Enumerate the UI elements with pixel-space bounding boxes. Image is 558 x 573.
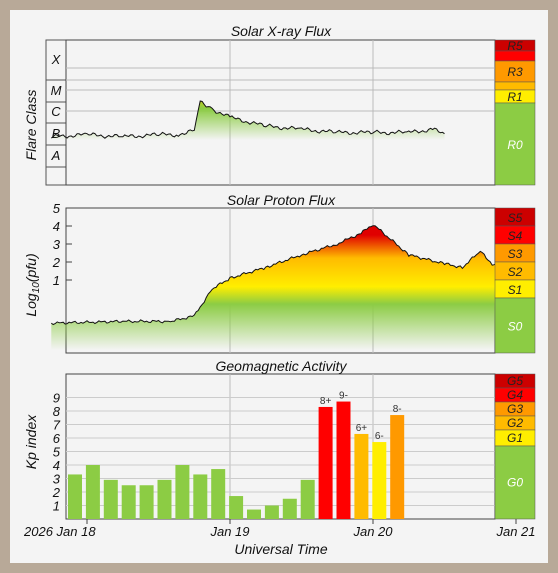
kp-bar bbox=[85, 465, 100, 519]
kp-bar bbox=[354, 433, 369, 519]
s-scale-band bbox=[494, 297, 536, 354]
kp-ylabel: Kp index bbox=[23, 414, 39, 469]
kp-bar bbox=[264, 505, 279, 519]
kp-tick-label: 6 bbox=[53, 431, 61, 446]
xray-gridlines bbox=[66, 40, 495, 185]
xray-r-scale: R5 R3 R1 R0 bbox=[494, 39, 536, 186]
kp-bar bbox=[68, 474, 82, 519]
kp-bars: 8+ 9- 6+ 6- 8- bbox=[68, 391, 405, 519]
kp-bar bbox=[157, 479, 172, 519]
g-scale-band bbox=[494, 445, 536, 520]
kp-bar bbox=[121, 485, 136, 519]
proton-flux-line bbox=[51, 225, 505, 326]
space-weather-chart: Solar X-ray Flux Flare Class ABCMX R5R3R… bbox=[23, 23, 536, 557]
r-scale-band bbox=[494, 102, 536, 186]
s-scale-label-s2: S2 bbox=[508, 265, 523, 279]
s-scale-label-s3: S3 bbox=[508, 247, 523, 261]
kp-tick-label: 4 bbox=[53, 458, 60, 473]
proton-tick-label: 4 bbox=[53, 219, 60, 234]
kp-bar bbox=[103, 479, 118, 519]
proton-tick-label: 1 bbox=[53, 273, 60, 288]
g-scale-label-g4: G4 bbox=[507, 388, 523, 402]
xray-title: Solar X-ray Flux bbox=[231, 23, 332, 39]
time-axis-ticks: 2026 Jan 18 Jan 19 Jan 20 Jan 21 bbox=[23, 519, 536, 539]
g-scale-label-g0: G0 bbox=[507, 476, 523, 490]
proton-ylabel: Log10(pfu) bbox=[23, 253, 42, 316]
kp-plot-area bbox=[65, 373, 496, 520]
space-weather-figure: Solar X-ray Flux Flare Class ABCMX R5R3R… bbox=[10, 10, 548, 563]
kp-bar bbox=[282, 498, 297, 519]
r-scale-label-r1: R1 bbox=[507, 90, 522, 104]
kp-bar bbox=[300, 479, 315, 519]
s-scale-label-s1: S1 bbox=[508, 283, 523, 297]
kp-tick-label: 1 bbox=[53, 499, 60, 514]
proton-s-scale: S5 S4 S3 S2 S1 S0 bbox=[494, 207, 536, 354]
s-scale-label-s4: S4 bbox=[508, 229, 523, 243]
kp-bar bbox=[139, 485, 154, 519]
g-scale-label-g2: G2 bbox=[507, 416, 523, 430]
xray-class-x: X bbox=[51, 52, 62, 67]
kp-gridlines bbox=[66, 374, 495, 519]
kp-bar bbox=[336, 401, 351, 519]
xray-class-b: B bbox=[52, 126, 61, 141]
r-scale-label-r0: R0 bbox=[507, 138, 523, 152]
xray-ylabel: Flare Class bbox=[23, 90, 39, 161]
time-axis-label: Universal Time bbox=[234, 541, 327, 557]
time-tick-label: Jan 20 bbox=[352, 524, 393, 539]
kp-tick-label: 8 bbox=[53, 404, 61, 419]
proton-tick-label: 3 bbox=[53, 237, 61, 252]
kp-bar bbox=[175, 465, 190, 519]
kp-bar bbox=[193, 474, 208, 519]
kp-bar bbox=[247, 509, 261, 519]
kp-bar bbox=[390, 415, 405, 519]
kp-bar bbox=[211, 469, 226, 519]
kp-tick-label: 7 bbox=[53, 418, 61, 433]
proton-tick-label: 5 bbox=[53, 201, 61, 216]
kp-bar-value-label: 8- bbox=[393, 404, 402, 415]
time-tick-label: Jan 19 bbox=[209, 524, 249, 539]
xray-class-c: C bbox=[51, 104, 61, 119]
kp-bar bbox=[318, 406, 333, 519]
kp-tick-label: 2 bbox=[52, 485, 61, 500]
proton-title: Solar Proton Flux bbox=[227, 192, 336, 208]
r-scale-band bbox=[494, 81, 536, 91]
kp-bar-value-label: 6+ bbox=[356, 423, 368, 434]
r-scale-label-r3: R3 bbox=[507, 65, 523, 79]
xray-class-m: M bbox=[51, 83, 62, 98]
xray-flux-line bbox=[51, 100, 445, 139]
time-tick-label: 2026 Jan 18 bbox=[23, 524, 96, 539]
s-scale-label-s5: S5 bbox=[508, 211, 523, 225]
g-scale-label-g1: G1 bbox=[507, 431, 523, 445]
xray-flux-fill bbox=[51, 101, 445, 185]
r-scale-label-r5: R5 bbox=[507, 39, 523, 53]
kp-bar-value-label: 9- bbox=[339, 391, 348, 402]
proton-y-ticks: 1 2 3 4 5 bbox=[52, 201, 72, 288]
proton-tick-label: 2 bbox=[52, 255, 61, 270]
kp-bar bbox=[229, 496, 244, 519]
kp-bar bbox=[372, 442, 387, 519]
kp-bar-value-label: 6- bbox=[375, 431, 384, 442]
kp-tick-label: 3 bbox=[53, 472, 61, 487]
kp-bar-value-label: 8+ bbox=[320, 396, 332, 407]
g-scale-label-g3: G3 bbox=[507, 402, 523, 416]
kp-tick-label: 9 bbox=[53, 391, 60, 406]
r-scale-band bbox=[494, 50, 536, 62]
kp-title: Geomagnetic Activity bbox=[216, 358, 348, 374]
g-scale-label-g5: G5 bbox=[507, 374, 523, 388]
s-scale-label-s0: S0 bbox=[508, 320, 523, 334]
kp-tick-label: 5 bbox=[53, 445, 61, 460]
time-tick-label: Jan 21 bbox=[495, 524, 535, 539]
